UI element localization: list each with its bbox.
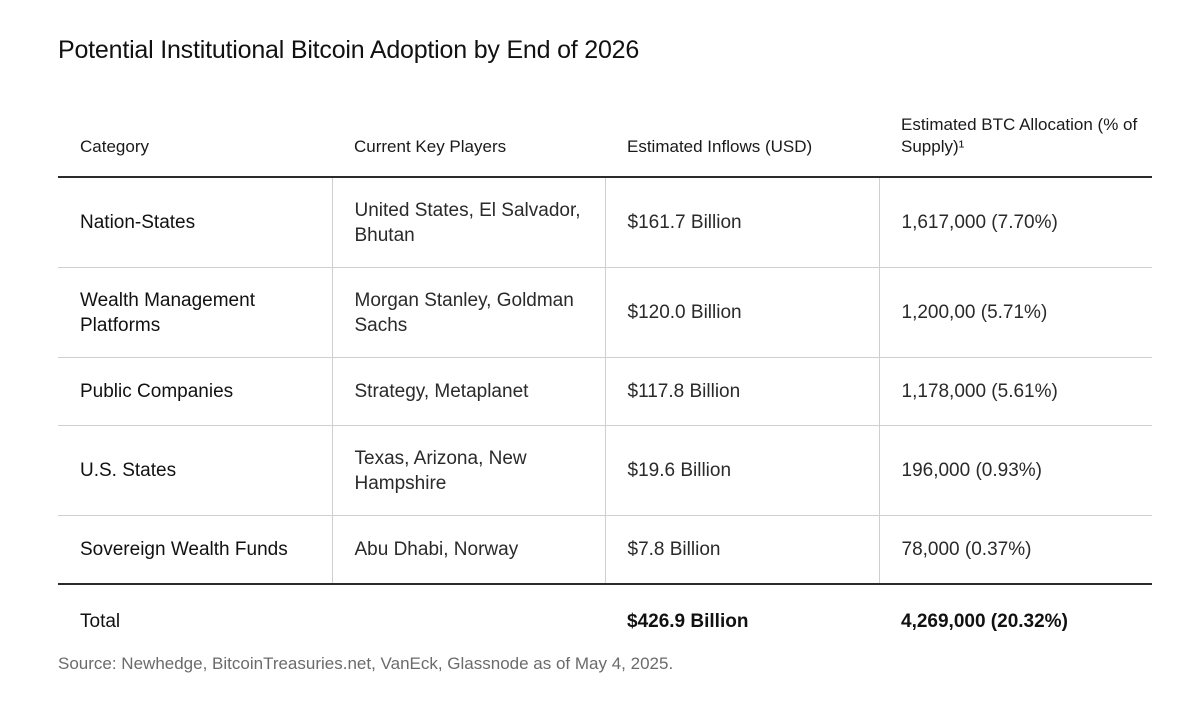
total-label: Total xyxy=(80,611,121,632)
allocation-cell: 1,200,00 (5.71%) xyxy=(879,267,1152,358)
table-header: Category Current Key Players Estimated I… xyxy=(58,88,1152,178)
category-cell: Wealth Management Platforms xyxy=(58,267,333,358)
table-row: Wealth Management Platforms Morgan Stanl… xyxy=(58,267,1152,358)
total-inflows: $426.9 Billion xyxy=(627,611,749,632)
allocation-cell: 78,000 (0.37%) xyxy=(879,515,1152,585)
allocation-cell: 196,000 (0.93%) xyxy=(879,425,1152,516)
adoption-table: Category Current Key Players Estimated I… xyxy=(58,88,1152,659)
inflows-cell: $120.0 Billion xyxy=(605,267,880,358)
inflows-cell: $19.6 Billion xyxy=(605,425,880,516)
table-row: Nation-States United States, El Salvador… xyxy=(58,177,1152,268)
total-allocation: 4,269,000 (20.32%) xyxy=(901,611,1068,632)
allocation-cell: 1,178,000 (5.61%) xyxy=(879,357,1152,426)
inflows-cell: $7.8 Billion xyxy=(605,515,880,585)
table-row: Public Companies Strategy, Metaplanet $1… xyxy=(58,357,1152,426)
total-players-empty xyxy=(332,584,605,659)
header-key-players: Current Key Players xyxy=(332,88,605,178)
category-cell: Nation-States xyxy=(58,177,333,268)
table-footer: Total $426.9 Billion 4,269,000 (20.32%) xyxy=(58,584,1152,659)
header-category: Category xyxy=(58,88,332,178)
category-cell: U.S. States xyxy=(58,425,333,516)
players-cell: Abu Dhabi, Norway xyxy=(332,515,606,585)
players-cell: Morgan Stanley, Goldman Sachs xyxy=(332,267,606,358)
total-row: Total $426.9 Billion 4,269,000 (20.32%) xyxy=(58,584,1152,659)
inflows-cell: $117.8 Billion xyxy=(605,357,880,426)
category-cell: Sovereign Wealth Funds xyxy=(58,515,333,585)
header-btc-allocation: Estimated BTC Allocation (% of Supply)¹ xyxy=(879,88,1152,178)
players-cell: United States, El Salvador, Bhutan xyxy=(332,177,606,268)
table-row: Sovereign Wealth Funds Abu Dhabi, Norway… xyxy=(58,515,1152,585)
players-cell: Strategy, Metaplanet xyxy=(332,357,606,426)
allocation-cell: 1,617,000 (7.70%) xyxy=(879,177,1152,268)
header-row: Category Current Key Players Estimated I… xyxy=(58,88,1152,178)
table-row: U.S. States Texas, Arizona, New Hampshir… xyxy=(58,425,1152,516)
players-cell: Texas, Arizona, New Hampshire xyxy=(332,425,606,516)
source-note: Source: Newhedge, BitcoinTreasuries.net,… xyxy=(58,654,674,673)
page-title: Potential Institutional Bitcoin Adoption… xyxy=(58,36,640,64)
header-estimated-inflows: Estimated Inflows (USD) xyxy=(605,88,879,178)
table-body: Nation-States United States, El Salvador… xyxy=(58,177,1152,585)
inflows-cell: $161.7 Billion xyxy=(605,177,880,268)
category-cell: Public Companies xyxy=(58,357,333,426)
